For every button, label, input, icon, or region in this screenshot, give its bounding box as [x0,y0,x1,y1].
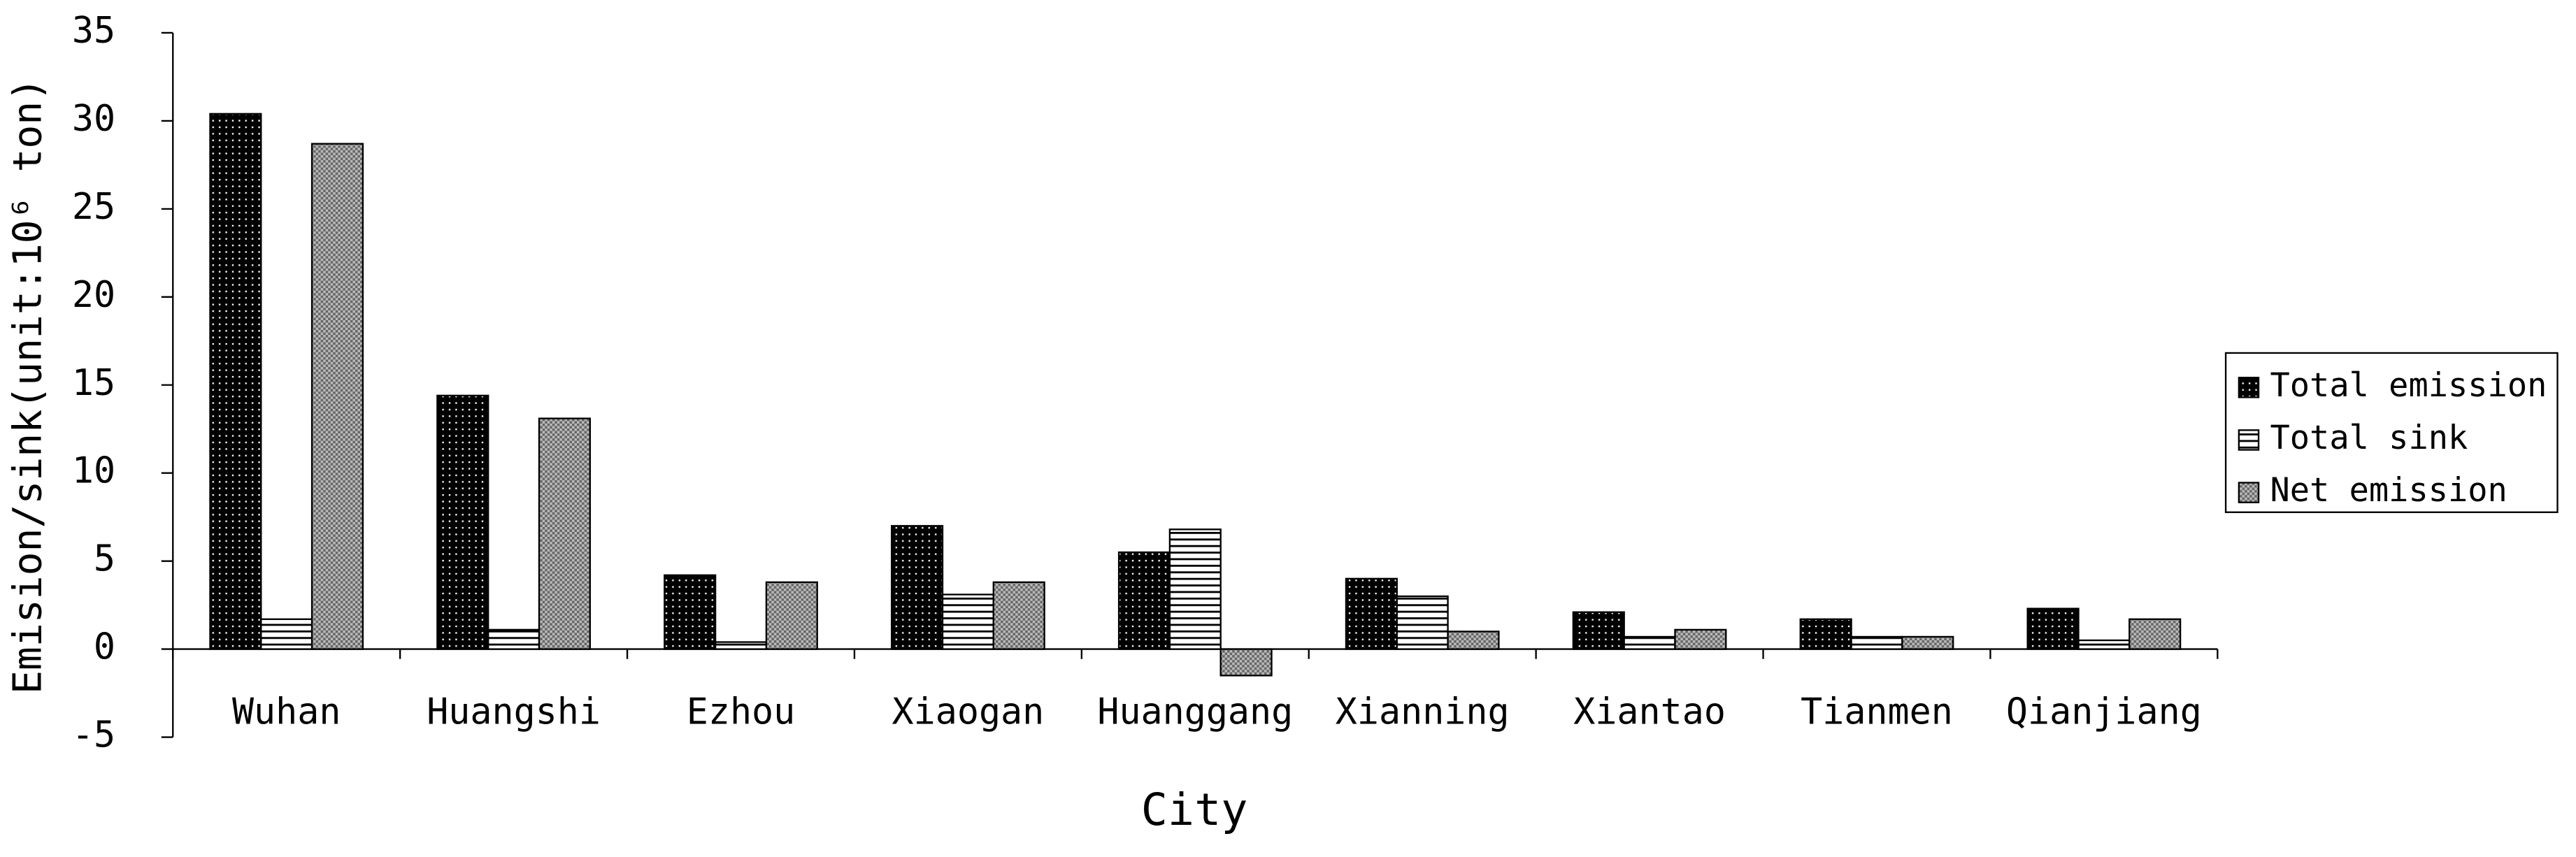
bar [1345,577,1398,650]
y-tick-label: 25 [72,186,115,228]
bar [1674,628,1727,650]
bar [487,628,541,650]
y-tick-label: 35 [72,10,115,52]
bar [2026,607,2080,650]
bar [1447,631,1500,650]
y-tick-label: 0 [94,626,115,668]
y-tick-label: 5 [94,538,115,580]
bar [664,574,717,650]
legend-swatch [2238,377,2260,398]
bar [1799,618,1852,650]
bar [1572,611,1625,650]
bar [992,581,1045,650]
legend-label: Total sink [2270,419,2468,457]
y-tick-label: 15 [72,362,115,404]
x-axis-title: City [1141,784,1248,835]
x-tick-label: Qianjiang [2006,691,2202,733]
bar [891,525,944,650]
x-tick-label: Xianning [1336,691,1510,733]
bar [1396,595,1449,650]
bar [714,641,768,650]
bar [310,143,364,650]
bar [436,394,489,650]
legend-swatch [2238,482,2260,503]
bar [1850,635,1903,650]
x-tick-label: Ezhou [687,691,796,733]
bar [1219,648,1273,677]
bar [260,618,313,650]
legend-swatch [2238,429,2260,451]
bar [765,581,818,650]
bar [1117,551,1171,650]
y-tick-label: 20 [72,274,115,316]
y-tick-label: 10 [72,450,115,492]
bar [941,593,994,650]
legend-label: Net emission [2270,471,2507,510]
bar [2077,639,2131,650]
bar [1168,528,1222,650]
x-tick-label: Wuhan [232,691,341,733]
bar [1623,635,1676,650]
legend-box [2224,352,2559,513]
x-tick-label: Xiantao [1573,691,1726,733]
bar [2128,618,2182,650]
x-tick-label: Tianmen [1801,691,1953,733]
x-tick-label: Xiaogan [892,691,1045,733]
bar [1901,635,1954,650]
y-tick-label: -5 [72,714,115,756]
legend-label: Total emission [2270,366,2547,405]
y-tick-label: 30 [72,98,115,140]
bar [538,417,591,650]
x-tick-label: Huanggang [1097,691,1293,733]
y-axis-title: Emision/sink(unit:10⁶ ton) [6,78,51,694]
bar [209,113,262,650]
x-tick-label: Huangshi [427,691,601,733]
